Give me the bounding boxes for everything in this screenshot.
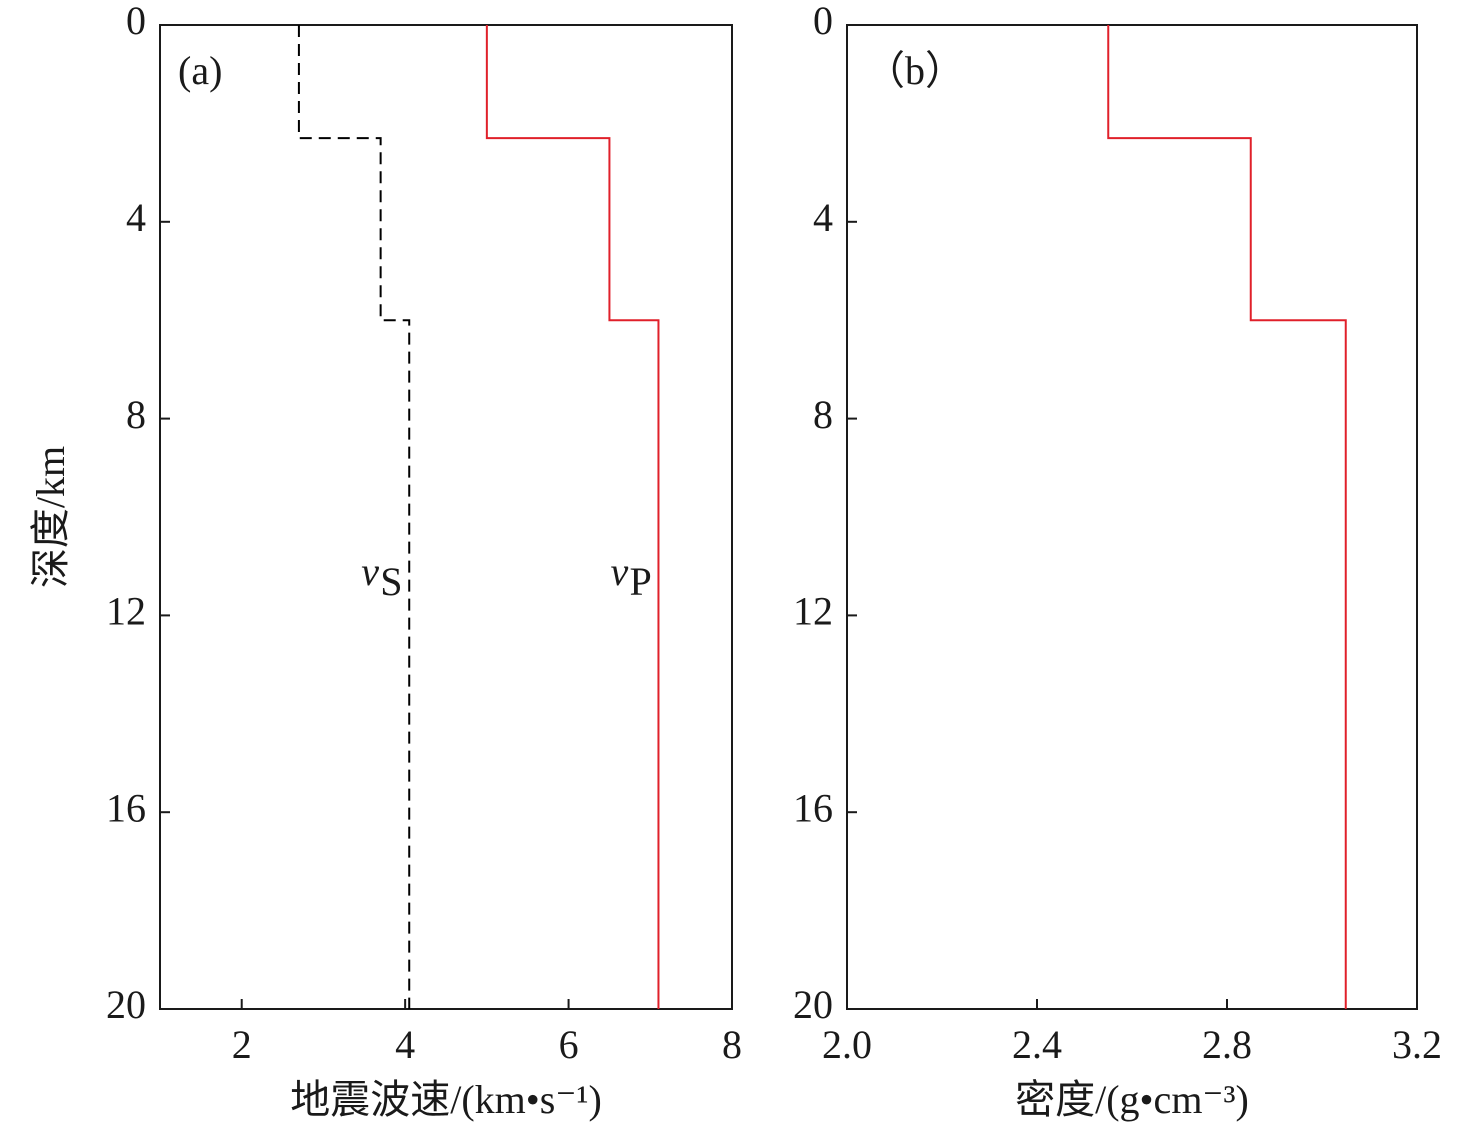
- x-tick-label: 6: [559, 1022, 579, 1067]
- x-tick-label: 2.0: [822, 1022, 872, 1067]
- y-tick-label: 20: [106, 982, 146, 1027]
- profile-line: [485, 25, 660, 1009]
- x-tick-label: 8: [722, 1022, 742, 1067]
- y-tick-label: 4: [126, 195, 146, 240]
- y-tick-label: 8: [813, 392, 833, 437]
- series-label: v: [361, 549, 379, 594]
- y-tick-label: 12: [793, 589, 833, 634]
- y-tick-label: 8: [126, 392, 146, 437]
- plot-frame: [159, 24, 733, 1010]
- y-axis-label: 深度/km: [28, 446, 73, 588]
- x-tick-label: 2.4: [1012, 1022, 1062, 1067]
- x-axis-label: 地震波速/(km•s⁻¹): [290, 1077, 602, 1122]
- profile-line: [1107, 25, 1347, 1009]
- panel-label: （b）: [865, 48, 965, 93]
- y-tick-label: 20: [793, 982, 833, 1027]
- y-tick-label: 4: [813, 195, 833, 240]
- x-axis-label: 密度/(g•cm⁻³): [1015, 1077, 1249, 1122]
- series-label: v: [610, 549, 628, 594]
- y-tick-label: 12: [106, 589, 146, 634]
- panel-label: (a): [178, 48, 222, 93]
- y-tick-label: 0: [126, 0, 146, 43]
- profile-line: [297, 25, 411, 1009]
- x-tick-label: 3.2: [1392, 1022, 1442, 1067]
- y-tick-label: 16: [793, 785, 833, 830]
- series-label-sub: P: [629, 559, 651, 604]
- y-tick-label: 0: [813, 0, 833, 43]
- y-tick-label: 16: [106, 785, 146, 830]
- x-tick-label: 2.8: [1202, 1022, 1252, 1067]
- x-tick-label: 4: [395, 1022, 415, 1067]
- x-tick-label: 2: [232, 1022, 252, 1067]
- plot-frame: [846, 24, 1418, 1010]
- series-label-sub: S: [380, 559, 402, 604]
